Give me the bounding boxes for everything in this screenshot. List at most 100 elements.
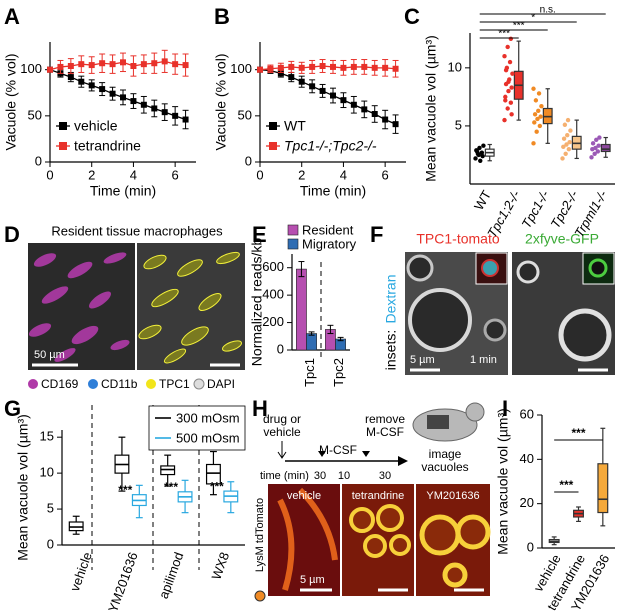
sig-label: ***: [571, 426, 585, 440]
data-point: [532, 112, 538, 117]
mouse-icon: [465, 402, 485, 422]
condition-label: YM201636: [426, 490, 479, 502]
y-axis-label: Vacuole (% vol): [213, 53, 229, 150]
marker: [47, 66, 53, 73]
data-point: [478, 158, 483, 163]
sig-label: ***: [118, 483, 132, 497]
bar: [296, 268, 307, 351]
inset-stain: Dextran: [383, 274, 399, 323]
vacuoles: [419, 514, 491, 588]
scale-label: 5 µm: [410, 354, 435, 366]
image-label: TPC1-tomato: [416, 231, 499, 247]
data-point: [475, 151, 481, 156]
marker: [340, 97, 347, 104]
image-label: 2xfyve-GFP: [525, 231, 599, 247]
marker: [99, 60, 106, 67]
data-point: [566, 146, 572, 152]
time-label: 1 min: [470, 354, 497, 366]
marker: [130, 98, 137, 105]
data-point: [509, 85, 514, 90]
legend-dot: [193, 378, 205, 390]
step-label: M-CSF: [366, 425, 404, 439]
legend-marker: [269, 122, 277, 130]
x-tick-label: 6: [382, 167, 389, 182]
marker: [67, 63, 74, 69]
step-label: drug or: [263, 412, 301, 426]
panel-letter: F: [370, 222, 383, 247]
data-point: [503, 67, 509, 73]
data-point: [567, 139, 572, 145]
panel-letter: E: [252, 222, 267, 247]
marker: [277, 70, 284, 77]
data-point: [592, 151, 597, 156]
marker: [340, 64, 347, 71]
box: [597, 463, 609, 514]
marker: [392, 121, 399, 128]
data-point: [539, 103, 544, 109]
legend-label: WT: [284, 118, 306, 134]
marker: [330, 63, 336, 70]
x-tick-label: 4: [340, 167, 347, 182]
y-tick-label: 50: [28, 107, 42, 122]
marker: [288, 74, 295, 81]
step-label: image: [429, 447, 462, 461]
data-point: [563, 151, 568, 156]
legend-label: TPC1: [159, 377, 190, 391]
vacuole: [558, 308, 612, 362]
marker: [88, 82, 95, 89]
data-point: [593, 145, 598, 151]
x-tick-label: 4: [130, 167, 137, 182]
reporter-icon: [254, 590, 266, 602]
panel-f: TPC1-tomato 2xfyve-GFP insets: Dextran 5…: [383, 231, 615, 375]
marker: [267, 65, 274, 72]
marker: [140, 61, 147, 68]
x-tick-label: 2: [88, 167, 95, 182]
y-tick-label: 15: [40, 429, 54, 444]
x-axis-label: Time (min): [90, 183, 156, 199]
reporter-label: LysM tdTomato: [254, 498, 266, 572]
data-point: [502, 54, 507, 59]
y-tick-label: 0: [527, 539, 534, 554]
x-axis-label: Time (min): [300, 183, 366, 199]
data-point: [508, 100, 514, 105]
y-axis-label: Vacuole (% vol): [3, 53, 19, 150]
legend-label: Migratory: [302, 236, 357, 251]
legend-dot: [88, 379, 98, 389]
panel-letter: C: [404, 4, 420, 29]
x-tick-label: 0: [46, 167, 53, 182]
sig-label: ***: [513, 21, 525, 32]
data-point: [565, 117, 571, 123]
data-point: [536, 91, 542, 96]
data-point: [506, 79, 511, 84]
marker: [277, 64, 284, 71]
marker: [88, 62, 95, 69]
vacuoles: [349, 504, 411, 558]
legend-label: CD169: [41, 377, 79, 391]
data-point: [505, 106, 510, 111]
panel-title: Resident tissue macrophages: [51, 223, 223, 238]
panel-letter: G: [4, 396, 21, 421]
step-arrow: [277, 441, 287, 459]
data-point: [597, 135, 602, 140]
timeline-arrow: [398, 456, 408, 466]
legend-frame: [148, 405, 246, 451]
panel-letter: H: [252, 396, 268, 421]
marker: [78, 78, 85, 85]
panel-letters: A B C D E F G H I: [4, 4, 508, 421]
data-point: [506, 88, 511, 94]
legend-marker: [59, 142, 67, 150]
mouse-window: [427, 415, 449, 429]
data-point: [538, 114, 543, 119]
y-tick-label: 60: [520, 406, 534, 421]
time-axis-label: time (min): [260, 470, 309, 482]
marker: [151, 105, 158, 112]
marker: [161, 58, 168, 65]
legend-label: DAPI: [207, 377, 235, 391]
panel-letter: A: [4, 4, 20, 29]
data-point: [562, 122, 568, 127]
y-tick-label: 40: [520, 451, 534, 466]
marker: [172, 61, 179, 68]
vacuole: [406, 254, 434, 282]
sig-label: *: [531, 13, 535, 24]
data-point: [479, 150, 485, 155]
